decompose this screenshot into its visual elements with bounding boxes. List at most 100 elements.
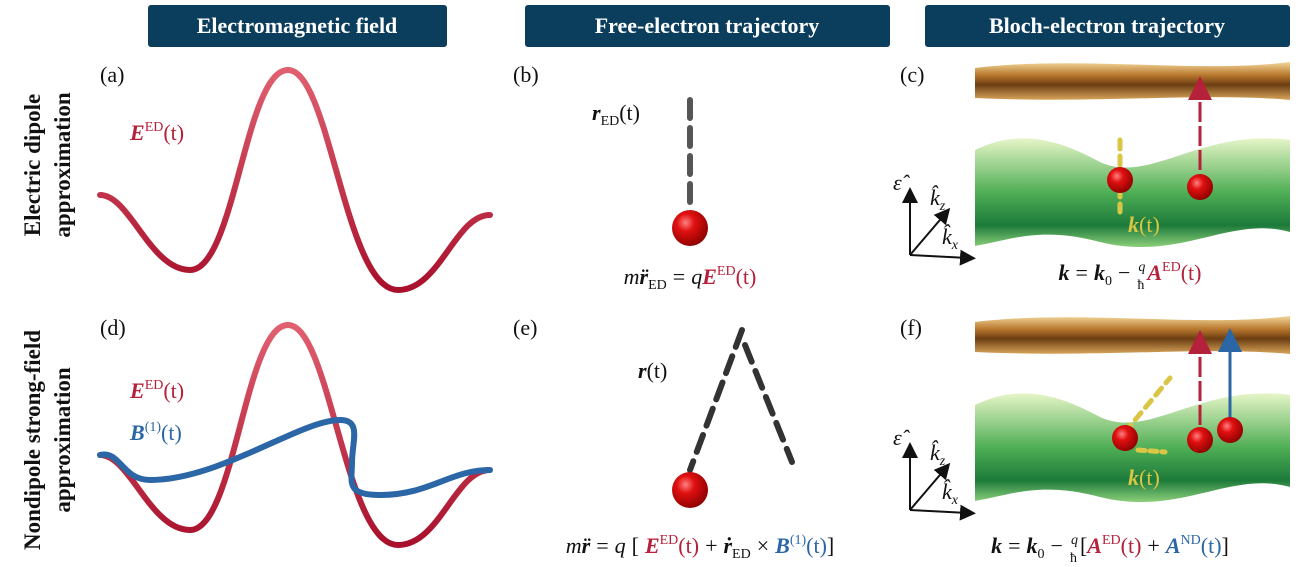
math-part: A [1145,260,1162,285]
math-part: A [1085,533,1102,558]
math-part: q [1071,533,1078,548]
figure: Electromagnetic field Free-electron traj… [0,0,1299,567]
math-part: [ [1080,533,1087,558]
math-part: (t) [736,264,757,289]
math-part: k [1128,212,1139,237]
math-part: E [701,264,717,289]
trajectory [745,345,792,462]
panel-label: (a) [100,62,124,87]
row-label: Nondipole strong-field [20,330,45,550]
k-label: k(t) [1128,212,1160,237]
math-part: ED [1102,533,1121,548]
column-header: Electromagnetic field [197,13,398,38]
math-part: ED [145,120,164,135]
math-part: − [1118,260,1130,285]
math-part: z [939,454,946,469]
conduction-band [975,316,1290,354]
row-label: approximation [50,92,75,237]
electron [1187,427,1213,453]
math-part: ED [717,264,736,279]
electron [1107,167,1133,193]
column-header: Bloch-electron trajectory [989,13,1225,38]
math-part: k [1059,260,1070,285]
field-label: EED(t) [129,378,184,403]
math-part: ħ [1070,551,1077,566]
math-part: x [951,238,959,253]
math-part: (t) [806,533,827,558]
math-part: − [1051,533,1063,558]
math-part: (t) [1201,533,1222,558]
math-part: E [644,533,660,558]
electron [1217,417,1243,443]
math-part: × [757,533,769,558]
math-part: q [691,264,702,289]
trajectory-label: rED(t) [592,100,640,129]
math-part: = [673,264,685,289]
math-part: = [596,533,608,558]
math-part: = [1076,260,1088,285]
math-part: (1) [145,420,162,435]
panel-label: (d) [100,315,126,340]
math-part: ED [145,378,164,393]
math-part: + [705,533,717,558]
math-part: (t) [619,100,640,125]
field-label: B(1)(t) [129,420,182,445]
k-label: k(t) [1128,465,1160,490]
math-part: ED [601,114,620,129]
math-part: ND [1181,533,1201,548]
field-label: EED(t) [129,120,184,145]
electric-field-wave [100,70,490,290]
math-part: [ [632,533,639,558]
row-label: Electric dipole [20,94,45,236]
math-part: k [1094,260,1105,285]
electron [672,472,708,508]
math-part: q [615,533,626,558]
math-part: ε̂ [893,425,911,450]
math-part: (t) [163,378,184,403]
math-part: x [951,493,959,508]
k-path [1138,450,1165,452]
math-part: B [129,420,145,445]
panel-label: (b) [513,62,539,87]
math-part: E [129,120,145,145]
math-part: (t) [1181,260,1202,285]
panel-label: (e) [513,315,537,340]
math-part: (t) [1139,465,1160,490]
math-part: (1) [790,533,807,548]
math-part: z [939,199,946,214]
equation: mr̈=q[EED(t)+ṙED×B(1)(t)] [566,533,835,562]
math-part: (t) [647,358,668,383]
trajectory-label: r(t) [638,358,667,383]
electron [1187,174,1213,200]
column-header: Free-electron trajectory [595,13,820,38]
math-part: ED [732,547,751,562]
math-part: (t) [163,120,184,145]
math-part: k [1027,533,1038,558]
math-part: ] [827,533,834,558]
math-part: m [624,264,640,289]
math-part: E [129,378,145,403]
math-part: k [1128,465,1139,490]
panel-label: (c) [900,62,924,87]
math-part: = [1008,533,1020,558]
math-part: r̈ [582,533,592,558]
math-part: A [1164,533,1181,558]
panel-label: (f) [900,315,922,340]
math-part: q [1138,260,1145,275]
math-part: m [566,533,582,558]
math-part: (t) [161,420,182,445]
math-part: 0 [1105,274,1112,289]
math-part: ED [648,278,667,293]
math-part: + [1147,533,1159,558]
electron [672,210,708,246]
math-part: ] [1222,533,1229,558]
math-part: ED [660,533,679,548]
conduction-band [975,62,1290,100]
math-part: 0 [1038,547,1045,562]
electron [1112,425,1138,451]
math-part: ED [1162,260,1181,275]
